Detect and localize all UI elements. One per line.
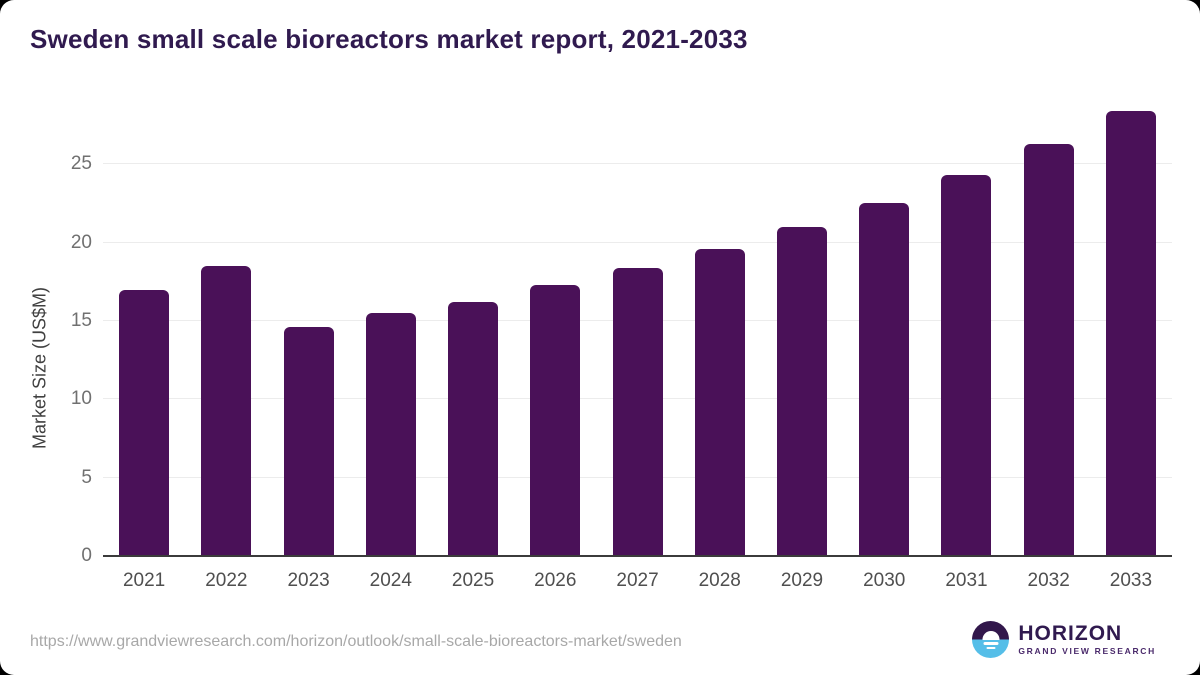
bar-slot-2030 <box>843 100 925 556</box>
source-url: https://www.grandviewresearch.com/horizo… <box>30 633 682 650</box>
y-axis-tick-labels: 0 5 10 15 20 25 <box>0 100 92 566</box>
bar-2026 <box>530 284 581 556</box>
bar-slot-2032 <box>1008 100 1090 556</box>
x-tick-label-2025: 2025 <box>451 570 495 591</box>
bars-layer <box>103 100 1172 556</box>
gridline-20 <box>103 241 1172 243</box>
x-tick-label-2021: 2021 <box>122 570 166 591</box>
x-tick-label-2030: 2030 <box>863 570 906 591</box>
bar-slot-2024 <box>350 100 432 556</box>
x-tick-label-2033: 2033 <box>1109 570 1153 591</box>
y-tick-label-0: 0 <box>81 545 92 566</box>
bar-2029 <box>776 226 827 556</box>
bar-slot-2026 <box>514 100 596 556</box>
sun-ray-line <box>986 646 996 649</box>
sun-dome-shape <box>982 631 1000 640</box>
bar-2025 <box>448 302 499 556</box>
x-tick-label-2022: 2022 <box>205 570 248 591</box>
plot-area <box>103 100 1172 557</box>
x-tick-label-2023: 2023 <box>287 570 330 591</box>
x-tick-label-2026: 2026 <box>534 570 577 591</box>
bar-2028 <box>694 248 745 556</box>
bar-slot-2033 <box>1090 100 1172 556</box>
bar-slot-2022 <box>185 100 267 556</box>
horizon-sun-icon <box>972 621 1010 658</box>
chart-title: Sweden small scale bioreactors market re… <box>30 24 748 54</box>
bar-2030 <box>859 203 910 556</box>
bar-2024 <box>365 313 416 556</box>
bar-slot-2027 <box>596 100 678 556</box>
y-tick-label-10: 10 <box>70 388 92 410</box>
gridline-25 <box>103 163 1172 165</box>
bar-slot-2028 <box>679 100 761 556</box>
bar-slot-2025 <box>432 100 514 556</box>
bar-slot-2029 <box>761 100 843 556</box>
x-tick-label-2028: 2028 <box>698 570 741 591</box>
y-tick-label-25: 25 <box>70 153 92 175</box>
bar-2031 <box>941 175 992 556</box>
y-tick-label-5: 5 <box>81 466 92 488</box>
bar-slot-2021 <box>103 100 185 556</box>
bar-2022 <box>201 266 252 556</box>
x-axis-labels: 2021 2022 2023 2024 2025 2026 2027 2028 2029 2030… <box>103 570 1172 592</box>
logo-brand: HORIZON <box>1018 622 1123 645</box>
x-tick-label-2029: 2029 <box>780 570 824 591</box>
bar-2021 <box>119 289 170 556</box>
bar-2032 <box>1023 143 1074 556</box>
bar-slot-2023 <box>267 100 349 556</box>
x-tick-label-2024: 2024 <box>369 570 412 591</box>
logo-text-block: HORIZON GRAND VIEW RESEARCH <box>1018 622 1156 657</box>
bar-slot-2031 <box>925 100 1007 556</box>
x-tick-label-2027: 2027 <box>616 570 659 591</box>
y-tick-label-15: 15 <box>70 309 92 331</box>
x-tick-label-2032: 2032 <box>1027 570 1070 591</box>
x-axis-line <box>103 555 1172 557</box>
y-tick-label-20: 20 <box>70 231 92 253</box>
sun-ray-line <box>983 642 999 645</box>
bar-2033 <box>1105 110 1156 556</box>
x-tick-label-2031: 2031 <box>945 570 988 591</box>
horizon-logo: HORIZON GRAND VIEW RESEARCH <box>972 621 1156 658</box>
bar-2023 <box>283 327 334 556</box>
logo-tagline: GRAND VIEW RESEARCH <box>1018 646 1156 656</box>
bar-2027 <box>612 267 663 556</box>
